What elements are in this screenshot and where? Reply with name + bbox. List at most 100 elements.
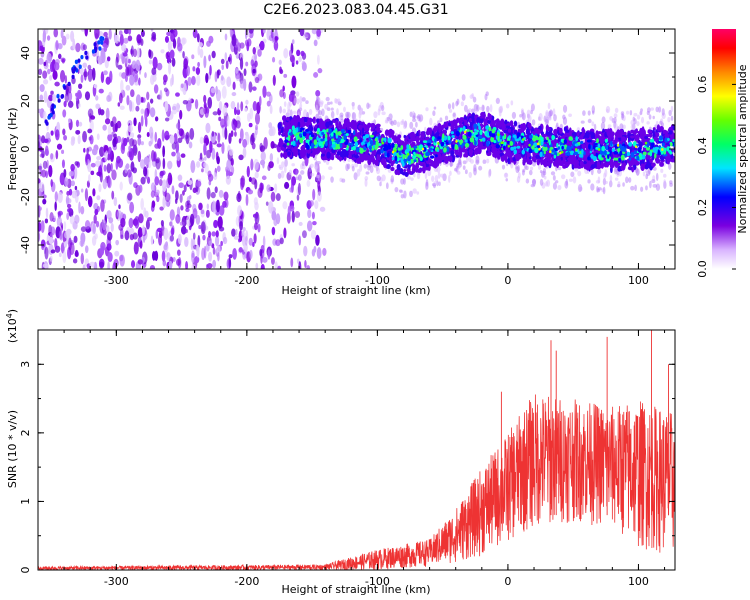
spectrogram-core-cell [335,140,340,143]
spectrogram-core-cell [328,128,332,134]
spectrogram-band-cell [515,153,520,161]
spectrogram-halo-cell [645,174,649,180]
spectrogram-noise-cell [68,91,73,102]
spectrogram-noise-cell [38,135,42,142]
spectrogram-noise-cell [221,85,227,99]
spectrogram-halo-cell [580,120,585,124]
spectrogram-halo-cell [283,164,287,174]
spectrogram-band-cell [627,132,631,138]
spectrogram-noise-cell [306,179,311,188]
spectrogram-core-cell [649,150,653,157]
spectrogram-noise-cell [257,49,262,57]
spectrogram-noise-cell [61,58,65,64]
spectrogram-halo-cell [339,112,344,118]
spectrogram-noise-cell [88,174,91,183]
spectrogram-halo-cell [351,104,355,110]
spectrogram-halo-cell [403,177,406,185]
spectrogram-noise-cell [113,133,117,139]
spectrogram-noise-cell [120,217,126,228]
spectrogram-halo-cell [640,116,645,124]
spectrogram-noise-cell [161,250,166,262]
spectrogram-halo-cell [652,167,657,171]
spectrogram-noise-cell [182,100,189,105]
spectrogram-noise-cell [118,30,123,36]
spectrogram-halo-cell [468,108,472,113]
spectrogram-noise-cell [182,190,185,196]
spectrogram-halo-cell [658,109,661,113]
spectrogram-halo-cell [310,173,315,177]
spectrogram-noise-cell [44,218,49,224]
spectrogram-noise-cell [169,235,175,242]
spectrogram-halo-cell [550,171,556,176]
spectrogram-noise-cell [218,226,225,232]
spectrogram-noise-cell [91,67,96,81]
spectrogram-noise-cell [190,238,194,251]
spectrogram-core-cell [345,138,349,144]
spectrogram-noise-cell [177,233,182,245]
spectrogram-halo-cell [464,169,468,175]
spectrogram-halo-cell [359,163,363,172]
spectrogram-noise-cell [107,146,113,159]
spectrogram-core-cell [486,131,489,138]
spectrogram-band-cell [644,136,649,140]
spectrogram-noise-cell [151,67,157,76]
spectrogram-noise-cell [56,143,63,150]
spectrogram-core-cell [374,137,378,142]
spectrogram-noise-cell [252,101,258,112]
spectrogram-band-cell [620,164,626,171]
spectrogram-noise-cell [89,261,95,268]
spectrogram-noise-cell [194,99,199,110]
spectrogram-halo-cell [486,158,490,164]
spectrogram-band-cell [503,129,508,134]
spectrogram-noise-cell [316,247,322,260]
spectrogram-noise-cell [153,151,157,162]
spectrogram-noise-cell [54,201,57,212]
spectrogram-noise-cell [146,101,151,115]
spectrogram-noise-cell [146,176,151,185]
spectrogram-core-cell [543,139,548,143]
spectrogram-noise-cell [291,176,297,186]
spectrogram-noise-cell [164,130,170,141]
spectrogram-band-cell [390,166,395,172]
spectrogram-noise-cell [179,193,183,204]
spectrogram-noise-cell [84,188,89,202]
spectrogram-noise-cell [316,54,320,65]
spectrogram-noise-cell [80,235,84,248]
spectrogram-noise-cell [159,206,164,211]
spectrogram-noise-cell [53,29,59,38]
spectrogram-noise-cell [238,138,242,144]
spectrogram-core-cell [575,136,579,142]
spectrogram-band-cell [596,160,601,169]
spectrogram-band-cell [589,131,595,136]
spectrogram-band-cell [663,129,667,134]
spectrogram-halo-cell [577,184,583,193]
spectrogram-noise-cell [179,221,185,226]
spectrogram-core-cell [669,151,673,155]
spectrogram-noise-cell [177,137,183,144]
spectrogram-noise-cell [137,150,142,163]
spectrogram-noise-cell [107,133,113,142]
spectrogram-noise-cell [94,29,100,39]
spectrogram-noise-cell [129,201,135,214]
spectrogram-noise-cell [259,248,263,257]
spectrogram-noise-cell [240,230,245,237]
spectrogram-band-cell [621,136,626,142]
spectrogram-halo-cell [448,109,453,113]
spectrogram-noise-cell [224,126,228,140]
spectrogram-halo-cell [587,179,591,184]
spectrogram-noise-cell [54,81,60,87]
spectrogram-core-cell [289,132,293,136]
spectrogram-noise-cell [140,141,145,146]
spectrogram-core-cell [369,140,374,146]
spectrogram-core-cell [429,155,435,159]
spectrogram-band-cell [656,124,661,132]
spectrogram-band-cell [590,164,596,169]
spectrogram-noise-cell [95,160,101,167]
spectrogram-halo-cell [324,103,329,110]
spectrogram-noise-cell [234,131,237,137]
spectrogram-noise-cell [132,232,138,240]
spectrogram-halo-cell [472,96,477,103]
spectrogram-noise-cell [208,251,213,262]
spectrogram-core-cell [434,154,438,158]
